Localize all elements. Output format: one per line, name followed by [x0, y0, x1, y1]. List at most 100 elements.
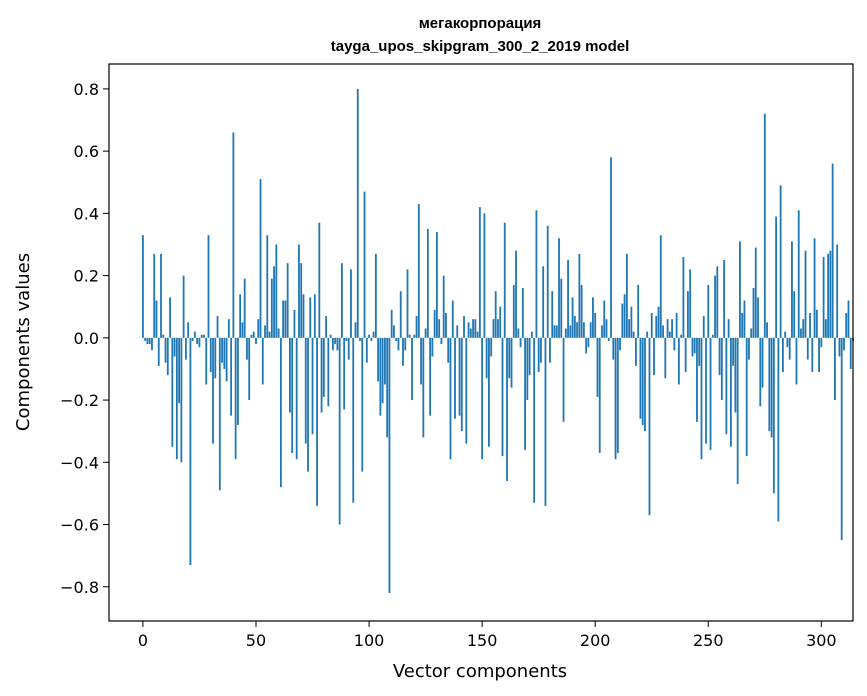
bar-component-127 [429, 337, 432, 416]
bar-component-206 [607, 337, 610, 341]
bar-component-184 [558, 238, 560, 338]
bar-component-187 [564, 328, 567, 338]
bar-component-213 [623, 294, 626, 338]
bar-component-83 [329, 334, 332, 338]
bar-component-234 [671, 319, 673, 338]
bar-component-278 [770, 337, 773, 438]
bar-component-296 [811, 337, 814, 373]
bar-component-261 [732, 337, 735, 366]
bar-component-90 [345, 337, 348, 341]
bar-component-46 [246, 337, 248, 360]
bar-component-12 [169, 297, 171, 338]
bar-component-19 [184, 337, 187, 360]
bar-component-89 [343, 337, 346, 410]
y-axis-label: Components values [13, 253, 34, 431]
bar-component-167 [519, 337, 522, 348]
bar-component-185 [560, 278, 563, 338]
bar-component-203 [601, 325, 603, 338]
bar-component-67 [293, 309, 296, 338]
bar-component-200 [594, 312, 597, 338]
bar-component-293 [804, 250, 807, 338]
bar-component-125 [424, 328, 427, 338]
bar-component-209 [614, 337, 617, 460]
bar-component-291 [800, 328, 802, 338]
bar-component-194 [580, 284, 583, 338]
bar-component-198 [589, 322, 592, 338]
bar-component-266 [743, 300, 746, 338]
y-tick-label: 0.0 [74, 329, 99, 348]
bar-component-232 [666, 319, 669, 338]
bar-component-63 [284, 300, 287, 338]
bar-component-31 [212, 337, 214, 444]
bar-component-218 [635, 337, 637, 366]
y-tick-label: 0.4 [74, 204, 99, 223]
bar-component-1 [144, 337, 147, 341]
bar-component-93 [352, 337, 355, 503]
bar-component-224 [648, 337, 651, 516]
bar-component-169 [524, 337, 526, 450]
bar-component-152 [485, 337, 488, 379]
bar-component-240 [684, 337, 687, 373]
bar-component-170 [526, 337, 529, 401]
bar-component-176 [540, 337, 542, 363]
bar-component-101 [370, 337, 373, 341]
bar-component-247 [700, 337, 703, 460]
bar-component-160 [503, 222, 506, 338]
bar-component-11 [166, 337, 169, 376]
x-axis-label: Vector components [393, 661, 567, 682]
bar-component-286 [788, 337, 791, 360]
bar-component-141 [460, 337, 463, 432]
bar-component-118 [408, 334, 411, 338]
bar-component-282 [779, 185, 782, 338]
bar-component-238 [680, 334, 683, 338]
bar-component-45 [243, 278, 246, 338]
bar-component-202 [598, 337, 601, 453]
bar-component-168 [521, 288, 524, 338]
bar-component-77 [316, 337, 318, 506]
bar-component-192 [576, 322, 579, 338]
bar-component-107 [383, 337, 386, 385]
bar-component-6 [155, 300, 158, 338]
bar-component-18 [182, 275, 185, 338]
bar-component-271 [754, 247, 757, 338]
bar-component-25 [198, 337, 201, 348]
bar-component-75 [311, 337, 314, 435]
bar-component-303 [827, 253, 830, 338]
bar-component-87 [338, 337, 341, 525]
bar-component-162 [508, 337, 511, 379]
bar-component-39 [230, 337, 233, 416]
bar-component-49 [252, 331, 255, 338]
bar-component-26 [200, 334, 203, 338]
bar-component-131 [438, 319, 441, 338]
bar-component-147 [474, 319, 477, 338]
bar-component-96 [359, 337, 361, 341]
bar-component-40 [232, 132, 235, 338]
bar-component-156 [494, 291, 497, 338]
bar-component-66 [291, 337, 294, 453]
bar-component-263 [736, 337, 739, 485]
bar-component-250 [707, 284, 710, 338]
bar-component-108 [386, 337, 389, 438]
bar-component-183 [555, 325, 558, 338]
bar-component-71 [302, 294, 305, 338]
bar-component-254 [716, 266, 719, 338]
bar-component-120 [413, 334, 416, 338]
bar-component-17 [180, 337, 183, 463]
bar-component-292 [802, 319, 805, 338]
bar-component-165 [515, 250, 517, 338]
y-tick-label: 0.2 [74, 267, 99, 286]
bar-component-59 [275, 244, 278, 338]
bar-component-269 [750, 328, 753, 338]
x-tick-label: 200 [580, 631, 611, 650]
bar-component-223 [646, 331, 649, 338]
y-tick-label: −0.2 [60, 391, 99, 410]
x-tick-label: 150 [467, 631, 498, 650]
bar-component-136 [449, 337, 452, 460]
bar-component-227 [655, 316, 658, 338]
bar-component-151 [483, 213, 486, 338]
bar-component-28 [205, 337, 208, 385]
bar-component-273 [759, 337, 762, 407]
bar-component-9 [162, 334, 165, 338]
bar-component-304 [829, 250, 832, 338]
